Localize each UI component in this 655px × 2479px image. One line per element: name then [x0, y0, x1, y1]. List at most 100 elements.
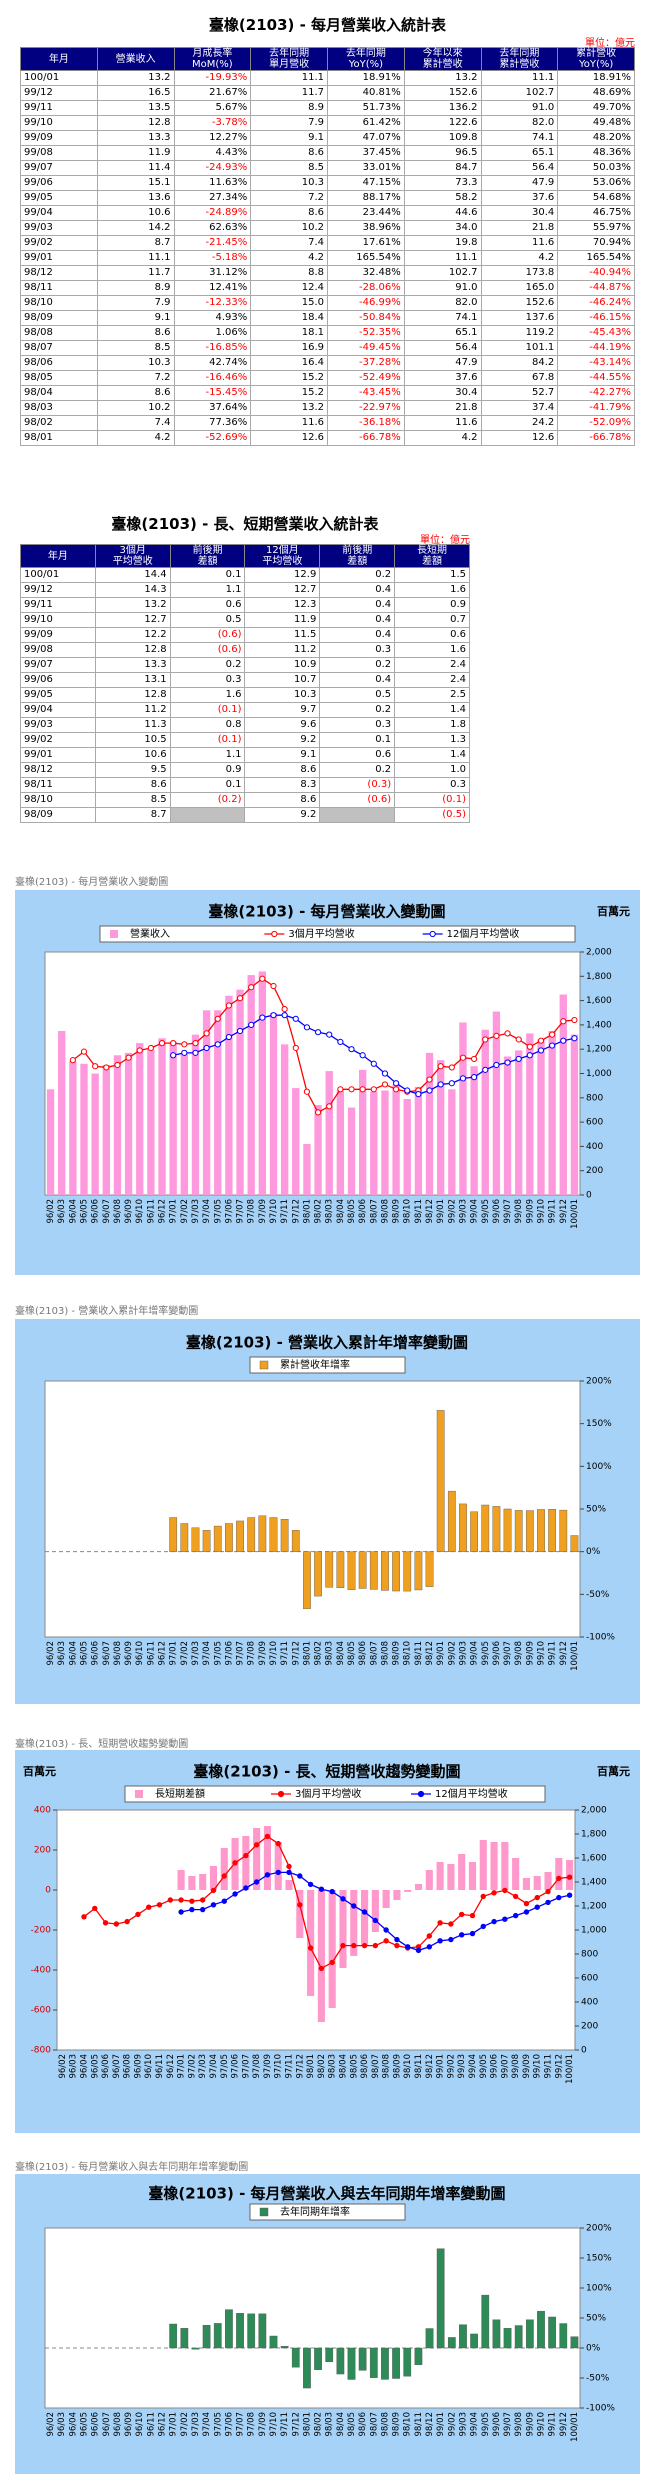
cell: -52.35% [327, 325, 405, 341]
cell: 30.4 [480, 205, 559, 221]
x-tick-label: 99/01 [436, 2054, 446, 2079]
cell: 7.4 [250, 235, 328, 251]
cell: 165.54% [327, 250, 405, 266]
bar [180, 1054, 189, 1195]
bar [481, 1504, 490, 1552]
chart-title: 臺橡(2103) - 營業收入累計年增率變動圖 [186, 1334, 468, 1352]
x-tick-label: 99/02 [447, 1199, 457, 1224]
cell: 99/11 [20, 597, 96, 613]
bar [269, 1012, 278, 1195]
x-tick-label: 97/10 [269, 1199, 279, 1224]
cell: -44.87% [557, 280, 635, 296]
line-marker [243, 1852, 249, 1859]
bar [403, 2347, 412, 2377]
bar [124, 1052, 133, 1195]
row: 99/12 16.5 21.67% 11.7 40.81% 152.6 102.7 48.69… [20, 85, 635, 101]
x-tick-label: 98/10 [403, 2412, 413, 2437]
line-marker [361, 1942, 368, 1949]
y-tick-label: 1,000 [586, 1069, 612, 1079]
x-tick-label: 99/03 [458, 2412, 468, 2437]
x-tick-label: 98/04 [338, 2054, 348, 2079]
cell: 9.1 [250, 130, 328, 146]
bar [514, 2325, 523, 2349]
cell: 12.8 [94, 642, 171, 658]
y-tick-label: 0 [586, 1191, 592, 1201]
row: 99/08 11.9 4.43% 8.6 37.45% 96.5 65.1 48.36% [20, 145, 635, 161]
x-tick-label: 96/02 [46, 1641, 56, 1666]
x-tick-label: 97/01 [169, 1199, 179, 1224]
plot-area [56, 1809, 576, 2051]
x-tick-label: 98/09 [392, 2412, 402, 2437]
bar [158, 1038, 166, 1195]
x-tick-label: 97/11 [280, 2412, 290, 2437]
cell: 15.2 [250, 370, 328, 386]
line-marker [236, 995, 244, 1002]
bar [213, 1525, 222, 1552]
x-tick-label: 97/07 [236, 1641, 246, 1666]
line-marker [480, 1893, 486, 1900]
line-marker [92, 1905, 98, 1912]
bar [307, 1890, 315, 1996]
x-tick-label: 96/04 [68, 1641, 78, 1666]
cell: -66.78% [557, 430, 635, 446]
bar [280, 1044, 289, 1195]
row: 99/06 13.1 0.3 10.7 0.4 2.4 [20, 672, 470, 688]
cell: 9.5 [94, 762, 171, 778]
x-tick-label: 99/02 [447, 2412, 457, 2437]
bar [303, 1143, 311, 1195]
bar [447, 2337, 456, 2349]
x-tick-label: 99/07 [503, 1641, 513, 1666]
x-tick-label: 97/12 [291, 1641, 301, 1666]
x-tick-label: 96/03 [69, 2054, 79, 2079]
cell: 13.5 [96, 100, 175, 116]
bar [425, 1551, 434, 1587]
line-marker [404, 1087, 411, 1094]
cell: 11.6 [403, 415, 482, 431]
legend-label: 長短期差額 [155, 1787, 205, 1800]
cell: 1.1 [169, 747, 246, 763]
y-tick-label: 800 [586, 1093, 603, 1103]
bar [46, 1089, 55, 1195]
cell: 65.1 [480, 145, 559, 161]
cell: -44.19% [557, 340, 635, 356]
row: 99/04 10.6 -24.89% 8.6 23.44% 44.6 30.4 46.75% [20, 205, 635, 221]
x-tick-label: 97/03 [191, 1641, 201, 1666]
bar [414, 1086, 423, 1195]
cell: 109.8 [403, 130, 482, 146]
cell: 10.6 [96, 205, 175, 221]
x-tick-label: 99/01 [436, 1199, 446, 1224]
x-tick-label: 97/05 [220, 2054, 230, 2079]
x-tick-label: 97/02 [180, 1641, 190, 1666]
line-marker [199, 1906, 206, 1913]
x-tick-label: 98/07 [369, 1199, 379, 1224]
cell: 10.3 [96, 355, 175, 371]
cell: 0.2 [319, 702, 396, 718]
cell: -16.85% [173, 340, 252, 356]
table-title: 臺橡(2103) - 長、短期營業收入統計表 [111, 515, 379, 533]
line-marker [326, 1103, 333, 1110]
line-marker [225, 1002, 233, 1009]
x-tick-label: 98/11 [414, 1199, 424, 1224]
header-cell: 今年以來 累計營收 [403, 47, 482, 71]
x-tick-label: 96/05 [80, 2412, 90, 2437]
cell: 74.1 [403, 310, 482, 326]
cell: 4.93% [173, 310, 252, 326]
line-marker [337, 1038, 344, 1046]
header-cell: 前後期 差額 [319, 544, 396, 568]
x-tick-label: 99/12 [559, 1641, 569, 1666]
table: 年月 3個月 平均營收 前後期 差額 12個月 平均營收 前後期 差額 長短期 差額 100… [20, 544, 470, 823]
cell: 11.6 [480, 235, 559, 251]
x-tick-label: 96/11 [146, 2412, 156, 2437]
bar [490, 1842, 498, 1890]
row: 98/08 8.6 1.06% 18.1 -52.35% 65.1 119.2 -45.43% [20, 325, 635, 341]
x-tick-label: 97/12 [291, 2412, 301, 2437]
header-cell: 前後期 差額 [169, 544, 246, 568]
line-marker [458, 1932, 465, 1938]
x-tick-label: 99/11 [548, 1641, 558, 1666]
x-tick-label: 97/02 [187, 2054, 197, 2079]
x-tick-label: 97/08 [247, 1199, 257, 1224]
cell: 47.9 [480, 175, 559, 191]
cell: 21.67% [173, 85, 252, 101]
x-tick-label: 98/01 [306, 2054, 316, 2079]
x-tick-label: 99/01 [436, 1641, 446, 1666]
